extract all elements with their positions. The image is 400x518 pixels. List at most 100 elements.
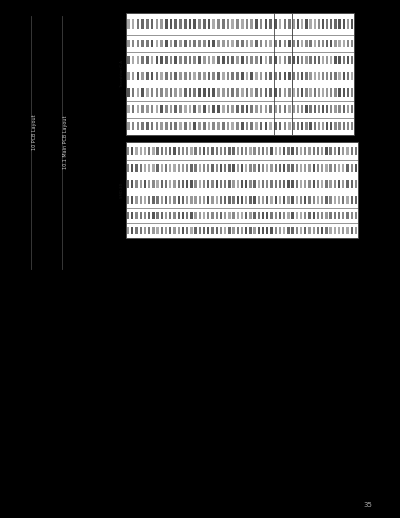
Bar (198, 56, 201, 64)
Bar (318, 56, 320, 64)
Bar (330, 39, 332, 47)
Bar (208, 39, 210, 47)
Bar (207, 212, 210, 219)
Bar (279, 227, 281, 234)
Bar (283, 212, 285, 219)
Bar (250, 39, 253, 47)
Bar (127, 72, 130, 80)
Bar (136, 39, 139, 47)
Bar (321, 180, 323, 188)
Bar (144, 164, 146, 171)
Bar (173, 147, 176, 155)
Bar (156, 39, 158, 47)
Bar (141, 122, 144, 130)
Bar (283, 147, 285, 155)
Bar (293, 105, 295, 113)
Bar (237, 147, 239, 155)
Bar (305, 89, 308, 96)
Bar (212, 56, 215, 64)
Bar (346, 147, 349, 155)
Bar (178, 196, 180, 204)
Bar (274, 227, 277, 234)
Bar (141, 39, 144, 47)
Bar (237, 180, 239, 188)
Bar (216, 164, 218, 171)
Bar (127, 212, 129, 219)
Bar (351, 89, 353, 96)
Bar (301, 122, 304, 130)
Bar (170, 89, 172, 96)
Bar (203, 196, 205, 204)
Bar (249, 180, 252, 188)
Bar (346, 180, 349, 188)
Bar (212, 19, 215, 29)
Bar (342, 89, 345, 96)
Bar (217, 122, 220, 130)
Bar (184, 89, 186, 96)
Bar (301, 56, 304, 64)
Bar (288, 56, 291, 64)
Bar (334, 72, 336, 80)
Bar (173, 227, 176, 234)
Bar (179, 39, 182, 47)
Bar (269, 39, 272, 47)
Bar (241, 39, 244, 47)
Bar (160, 72, 163, 80)
Bar (241, 180, 243, 188)
Bar (156, 56, 158, 64)
Bar (351, 122, 353, 130)
Bar (296, 227, 298, 234)
Bar (262, 164, 264, 171)
Bar (338, 19, 341, 29)
Bar (132, 39, 134, 47)
Bar (288, 19, 291, 29)
Bar (287, 196, 290, 204)
Bar (165, 164, 167, 171)
Bar (297, 105, 299, 113)
Bar (208, 19, 210, 29)
Bar (228, 212, 230, 219)
Bar (203, 39, 206, 47)
Bar (194, 56, 196, 64)
Bar (186, 180, 188, 188)
Bar (211, 164, 214, 171)
Bar (207, 180, 210, 188)
Bar (312, 212, 315, 219)
Bar (135, 227, 138, 234)
Bar (178, 212, 180, 219)
Bar (199, 164, 201, 171)
Bar (321, 196, 323, 204)
Bar (279, 39, 282, 47)
Bar (300, 196, 302, 204)
Bar (236, 72, 239, 80)
Bar (304, 147, 306, 155)
Bar (321, 147, 323, 155)
Bar (140, 180, 142, 188)
Bar (152, 147, 154, 155)
Bar (330, 227, 332, 234)
Bar (326, 122, 328, 130)
Bar (318, 72, 320, 80)
Bar (308, 196, 311, 204)
Bar (156, 164, 159, 171)
Bar (284, 72, 286, 80)
Bar (152, 212, 154, 219)
Bar (222, 89, 224, 96)
Bar (140, 227, 142, 234)
Bar (255, 72, 258, 80)
Bar (144, 227, 146, 234)
Bar (194, 164, 197, 171)
Bar (334, 147, 336, 155)
Bar (347, 122, 349, 130)
Bar (178, 180, 180, 188)
Bar (262, 196, 264, 204)
Bar (212, 105, 215, 113)
Bar (203, 147, 205, 155)
Bar (182, 180, 184, 188)
Bar (300, 227, 302, 234)
Bar (190, 196, 192, 204)
Bar (284, 39, 286, 47)
Bar (308, 180, 311, 188)
Bar (266, 196, 268, 204)
Bar (184, 105, 186, 113)
